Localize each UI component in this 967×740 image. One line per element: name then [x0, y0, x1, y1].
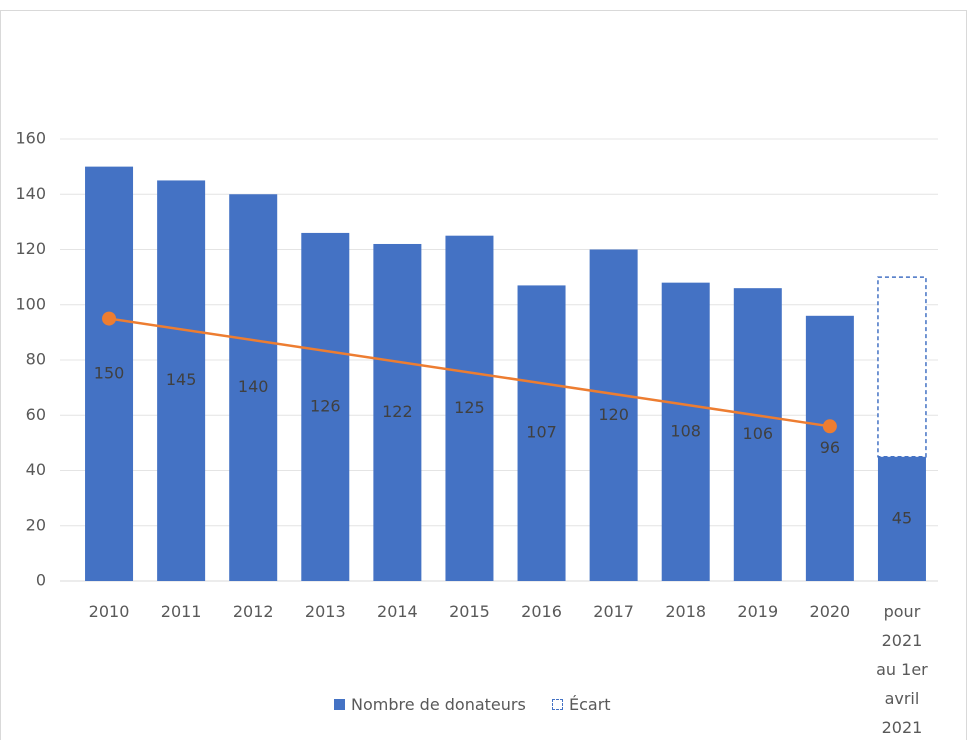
bar: [805, 315, 854, 581]
y-tick-label: 0: [36, 571, 46, 590]
legend-swatch: [552, 699, 563, 710]
bar: [517, 285, 566, 581]
bar: [733, 288, 782, 581]
bar: [877, 456, 926, 581]
bar: [301, 232, 350, 582]
x-tick-label: 2015: [449, 602, 490, 621]
data-label: 106: [743, 424, 774, 443]
bar: [661, 282, 710, 581]
legend-swatch: [334, 699, 345, 710]
x-tick-label: 2014: [377, 602, 418, 621]
y-tick-label: 140: [15, 184, 46, 203]
trend-line: [108, 317, 831, 428]
y-tick-label: 80: [26, 350, 46, 369]
bar: [373, 243, 422, 581]
x-tick-label: 2010: [88, 602, 130, 621]
trend-marker: [102, 311, 117, 326]
y-tick-label: 20: [26, 515, 46, 534]
y-tick-label: 60: [26, 405, 46, 424]
data-label: 96: [820, 438, 840, 457]
x-tick-label: 2018: [665, 602, 707, 621]
legend-label: Écart: [569, 695, 611, 714]
x-tick-label: pour 2021 au 1er avril 2021: [876, 602, 928, 737]
data-label: 125: [454, 398, 485, 417]
y-tick-label: 120: [15, 239, 46, 258]
y-tick-label: 160: [15, 129, 46, 148]
x-tick-label: 2020: [809, 602, 851, 621]
x-tick-label: 2011: [160, 602, 202, 621]
data-label: 145: [166, 370, 197, 389]
bar: [85, 166, 134, 581]
bar: [157, 180, 206, 581]
data-label: 126: [310, 396, 341, 415]
data-label: 150: [94, 363, 125, 382]
bar: [445, 235, 494, 581]
data-label: 107: [526, 423, 557, 442]
data-label: 45: [892, 508, 912, 527]
data-label: 108: [670, 421, 701, 440]
legend-item: Écart: [552, 695, 611, 714]
bar: [877, 276, 927, 458]
trend-marker: [822, 419, 837, 434]
bar: [589, 249, 638, 581]
legend-item: Nombre de donateurs: [334, 695, 526, 714]
y-tick-label: 40: [26, 460, 46, 479]
legend-label: Nombre de donateurs: [351, 695, 526, 714]
x-tick-label: 2013: [304, 602, 346, 621]
bar: [229, 194, 278, 581]
x-tick-label: 2017: [593, 602, 634, 621]
x-tick-label: 2019: [737, 602, 779, 621]
data-label: 140: [238, 377, 269, 396]
data-label: 120: [598, 405, 629, 424]
x-tick-label: 2016: [521, 602, 562, 621]
y-tick-label: 100: [15, 294, 46, 313]
data-label: 122: [382, 402, 413, 421]
x-tick-label: 2012: [232, 602, 274, 621]
